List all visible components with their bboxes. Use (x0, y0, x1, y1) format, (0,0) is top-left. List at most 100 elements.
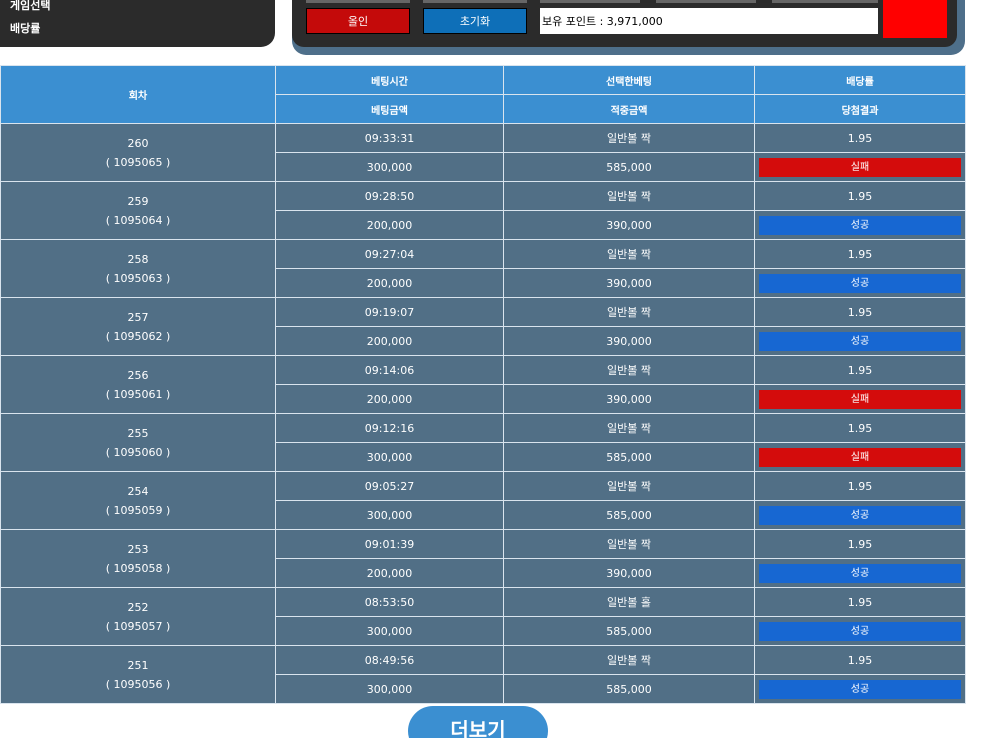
result-cell: 실패 (754, 384, 966, 414)
betting-control-panel: 올인 초기화 보유 포인트 : 3,971,000 (292, 0, 965, 55)
round-number: 252 (127, 600, 149, 614)
result-badge: 실패 (759, 389, 961, 409)
bet-amount-cell: 200,000 (275, 326, 504, 356)
result-cell: 성공 (754, 500, 966, 530)
bet-time-cell: 09:12:16 (275, 413, 504, 443)
win-amount-cell: 390,000 (503, 268, 755, 298)
round-cell: 255 ( 1095060 ) (0, 413, 276, 472)
header-bet-amount: 베팅금액 (275, 94, 504, 124)
table-row: 251 ( 1095056 ) 08:49:56 일반볼 짝 1.95 (0, 645, 966, 704)
selection-cell: 일반볼 짝 (503, 181, 755, 211)
table-row: 252 ( 1095057 ) 08:53:50 일반볼 홀 1.95 (0, 587, 966, 646)
bet-time-cell: 08:49:56 (275, 645, 504, 675)
bet-time-cell: 09:33:31 (275, 123, 504, 153)
table-row: 257 ( 1095062 ) 09:19:07 일반볼 짝 1.95 (0, 297, 966, 356)
game-id: ( 1095061 ) (105, 387, 171, 401)
result-badge: 실패 (759, 157, 961, 177)
game-select-label: 게임선택 (10, 0, 51, 12)
status-indicator (883, 0, 947, 38)
table-row: 200,000 390,000 성공 (1, 210, 966, 240)
reset-button[interactable]: 초기화 (423, 8, 527, 34)
game-id: ( 1095059 ) (105, 503, 171, 517)
round-number: 255 (127, 426, 149, 440)
all-in-button[interactable]: 올인 (306, 8, 410, 34)
table-row: 259 ( 1095064 ) 09:28:50 일반볼 짝 1.95 (0, 181, 966, 240)
result-cell: 실패 (754, 442, 966, 472)
win-amount-cell: 390,000 (503, 210, 755, 240)
odds-cell: 1.95 (754, 471, 966, 501)
round-cell: 257 ( 1095062 ) (0, 297, 276, 356)
odds-cell: 1.95 (754, 355, 966, 385)
table-row: 300,000 585,000 실패 (1, 442, 966, 472)
result-badge: 성공 (759, 331, 961, 351)
win-amount-cell: 585,000 (503, 500, 755, 530)
round-cell: 252 ( 1095057 ) (0, 587, 276, 646)
bet-amount-cell: 200,000 (275, 210, 504, 240)
header-selected-bet: 선택한베팅 (503, 65, 755, 95)
header-win-amount: 적중금액 (503, 94, 755, 124)
bet-amount-cell: 300,000 (275, 616, 504, 646)
game-info-panel: 게임선택 배당률 (0, 0, 275, 47)
result-badge: 성공 (759, 621, 961, 641)
game-id: ( 1095062 ) (105, 329, 171, 343)
option-slot[interactable] (656, 0, 756, 3)
option-slot[interactable] (540, 0, 640, 3)
odds-cell: 1.95 (754, 297, 966, 327)
selection-cell: 일반볼 홀 (503, 587, 755, 617)
selection-cell: 일반볼 짝 (503, 413, 755, 443)
load-more-button[interactable]: 더보기 (408, 706, 548, 738)
table-row: 256 ( 1095061 ) 09:14:06 일반볼 짝 1.95 (0, 355, 966, 414)
selection-cell: 일반볼 짝 (503, 239, 755, 269)
game-id: ( 1095063 ) (105, 271, 171, 285)
result-cell: 성공 (754, 268, 966, 298)
result-cell: 성공 (754, 616, 966, 646)
selection-cell: 일반볼 짝 (503, 471, 755, 501)
game-id: ( 1095060 ) (105, 445, 171, 459)
round-cell: 258 ( 1095063 ) (0, 239, 276, 298)
odds-cell: 1.95 (754, 413, 966, 443)
round-cell: 253 ( 1095058 ) (0, 529, 276, 588)
odds-cell: 1.95 (754, 587, 966, 617)
win-amount-cell: 585,000 (503, 442, 755, 472)
game-id: ( 1095056 ) (105, 677, 171, 691)
bet-time-cell: 09:05:27 (275, 471, 504, 501)
round-number: 251 (127, 658, 149, 672)
result-badge: 성공 (759, 215, 961, 235)
table-row: 200,000 390,000 성공 (1, 558, 966, 588)
table-row: 300,000 585,000 성공 (1, 500, 966, 530)
betting-control-inner: 올인 초기화 보유 포인트 : 3,971,000 (292, 0, 957, 47)
selection-cell: 일반볼 짝 (503, 645, 755, 675)
option-slot[interactable] (423, 0, 527, 3)
result-badge: 성공 (759, 563, 961, 583)
odds-cell: 1.95 (754, 239, 966, 269)
result-badge: 성공 (759, 273, 961, 293)
round-number: 256 (127, 368, 149, 382)
round-number: 257 (127, 310, 149, 324)
result-badge: 성공 (759, 505, 961, 525)
betting-history-table: 회차 베팅시간 선택한베팅 배당률 베팅금액 적중금액 당첨결과 260 ( 10… (0, 65, 966, 704)
selection-cell: 일반볼 짝 (503, 355, 755, 385)
result-cell: 성공 (754, 674, 966, 704)
win-amount-cell: 390,000 (503, 558, 755, 588)
option-slot[interactable] (306, 0, 410, 3)
bet-time-cell: 09:19:07 (275, 297, 504, 327)
odds-cell: 1.95 (754, 181, 966, 211)
win-amount-cell: 390,000 (503, 384, 755, 414)
header-row: 베팅금액 적중금액 당첨결과 (1, 94, 966, 124)
bet-amount-cell: 300,000 (275, 152, 504, 182)
result-cell: 성공 (754, 326, 966, 356)
table-row: 300,000 585,000 성공 (1, 616, 966, 646)
table-row: 258 ( 1095063 ) 09:27:04 일반볼 짝 1.95 (0, 239, 966, 298)
selection-cell: 일반볼 짝 (503, 123, 755, 153)
table-row: 300,000 585,000 성공 (1, 674, 966, 704)
win-amount-cell: 585,000 (503, 152, 755, 182)
table-row: 200,000 390,000 성공 (1, 326, 966, 356)
game-id: ( 1095058 ) (105, 561, 171, 575)
header-result: 당첨결과 (754, 94, 966, 124)
option-slot[interactable] (772, 0, 878, 3)
round-number: 260 (127, 136, 149, 150)
result-cell: 실패 (754, 152, 966, 182)
bet-amount-cell: 300,000 (275, 500, 504, 530)
game-id: ( 1095065 ) (105, 155, 171, 169)
